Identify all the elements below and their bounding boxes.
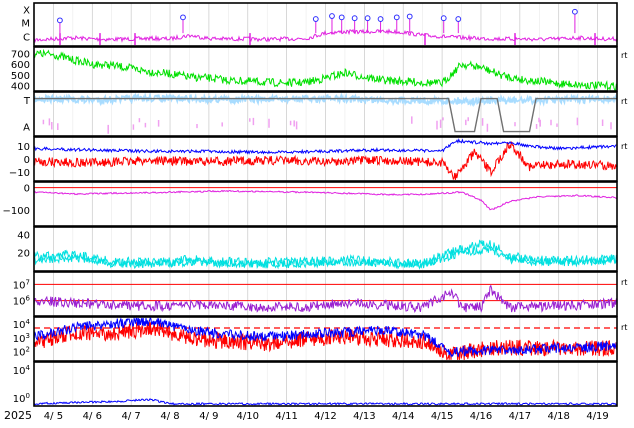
x-tick-label-0: 4/ 5 — [44, 411, 63, 422]
x-tick-label-3: 4/ 8 — [160, 411, 179, 422]
xray-ytick-0: X — [23, 5, 30, 16]
panel-frame-3 — [33, 136, 618, 182]
panel-frame-6 — [33, 271, 618, 317]
frame-layer — [33, 2, 618, 407]
x-tick-label-11: 4/16 — [470, 411, 492, 422]
speed-ytick-0: 400 — [11, 82, 30, 93]
imf-ytick-2: 10 — [17, 142, 30, 153]
right-mark-electron: rt — [621, 323, 627, 332]
x-tick-label-12: 4/17 — [509, 411, 531, 422]
dst-ytick-1: −100 — [3, 206, 30, 217]
x-tick-label-9: 4/14 — [392, 411, 414, 422]
x-tick-label-13: 4/18 — [547, 411, 569, 422]
right-mark-xray: rt — [621, 51, 627, 60]
x-tick-label-7: 4/12 — [314, 411, 336, 422]
label-layer: 2025 rt rt rt rt rt 4/ 5 4/ 6 4/ 7 4/ 8 4/ 9… — [3, 5, 628, 422]
flare-marker-3 — [329, 13, 335, 19]
wind-speed-line — [33, 48, 617, 92]
flare-marker-0 — [57, 17, 63, 24]
x-tick-label-6: 4/11 — [275, 411, 297, 422]
right-mark-imf-direction: rt — [621, 97, 627, 106]
speed-ytick-2: 600 — [11, 60, 30, 71]
density-ytick-0: 20 — [17, 249, 30, 260]
away-sector-marks — [42, 116, 612, 134]
flare-marker-11 — [455, 16, 462, 22]
imf-ytick-0: −10 — [9, 168, 30, 179]
temperature-line — [33, 284, 617, 314]
x-tick-label-4: 4/ 9 — [199, 411, 218, 422]
x-tick-label-5: 4/10 — [237, 411, 259, 422]
panel-frame-4 — [33, 181, 618, 227]
grid-layer — [53, 3, 618, 406]
flare-marker-4 — [338, 14, 345, 21]
eflux-red-line — [33, 320, 618, 361]
imf-bz-line — [33, 141, 617, 181]
panel-frame-1 — [33, 46, 618, 92]
proton-flux-line — [33, 398, 618, 406]
temp-ytick-0: 106 — [13, 295, 31, 308]
panel-frame-0 — [33, 2, 618, 47]
xray-ytick-1: M — [21, 18, 30, 29]
dst-ytick-0: 0 — [24, 184, 30, 195]
flare-marker-7 — [377, 16, 384, 22]
xray-flux-line — [33, 28, 618, 44]
eflux-ytick-0: 102 — [13, 345, 30, 358]
panel-frame-7 — [33, 316, 618, 362]
toward-sector-scatter — [33, 91, 618, 108]
flare-marker-2 — [312, 16, 319, 22]
imf-dir-ytick-1: A — [23, 122, 30, 133]
imf-bt-line — [33, 138, 617, 155]
pflux-ytick-1: 104 — [13, 364, 31, 377]
x-tick-label-2: 4/ 7 — [122, 411, 141, 422]
sector-boundary-line — [34, 97, 617, 133]
flare-marker-5 — [351, 15, 358, 22]
imf-ytick-1: 0 — [24, 155, 30, 166]
density-ytick-1: 40 — [17, 230, 30, 241]
x-tick-label-14: 4/19 — [586, 411, 608, 422]
eflux-blue-line — [33, 316, 617, 358]
dst-line — [33, 189, 618, 211]
x-tick-label-10: 4/15 — [431, 411, 453, 422]
panel-frame-5 — [33, 226, 618, 272]
series-layer — [33, 8, 618, 406]
panel-frame-8 — [33, 361, 618, 407]
panel-frame-2 — [33, 91, 618, 137]
imf-dir-ytick-0: T — [23, 96, 31, 107]
year-label: 2025 — [4, 409, 32, 422]
flare-marker-12 — [571, 8, 578, 15]
right-mark-temperature: rt — [621, 278, 627, 287]
temp-ytick-1: 107 — [13, 278, 30, 291]
flare-marker-6 — [364, 15, 371, 22]
flare-marker-8 — [393, 14, 400, 21]
density-line-a — [33, 239, 617, 269]
flare-marker-9 — [406, 13, 413, 20]
density-line-b — [33, 244, 617, 270]
flare-marker-1 — [180, 14, 186, 21]
right-mark-imf: rt — [621, 142, 627, 151]
x-tick-label-1: 4/ 6 — [83, 411, 102, 422]
x-tick-label-8: 4/13 — [353, 411, 375, 422]
speed-ytick-1: 500 — [11, 71, 30, 82]
pflux-ytick-0: 100 — [13, 392, 30, 405]
xray-ytick-2: C — [23, 33, 30, 44]
speed-ytick-3: 700 — [11, 49, 30, 60]
eflux-ytick-2: 104 — [13, 318, 31, 331]
eflux-ytick-1: 103 — [13, 332, 30, 345]
flare-marker-10 — [440, 15, 447, 22]
